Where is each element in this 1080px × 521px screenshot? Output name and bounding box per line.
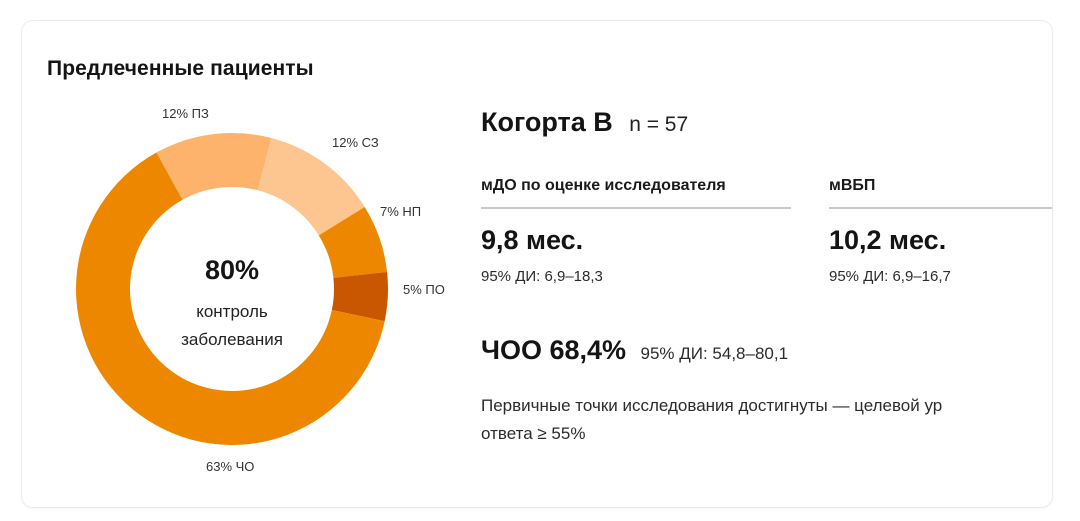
divider <box>481 207 791 209</box>
donut-segment-ЧО <box>76 152 385 445</box>
donut-segment-ПО <box>331 271 388 322</box>
metric-ci: 95% ДИ: 6,9–18,3 <box>481 268 603 285</box>
metric-value: 10,2 мес. <box>829 225 947 255</box>
orr-summary: ЧОО 68,4% 95% ДИ: 54,8–80,1 <box>481 335 788 366</box>
metric-label: мДО по оценке исследователя <box>481 177 726 194</box>
endpoint-note: Первичные точки исследования достигнуты … <box>481 392 1052 448</box>
card-title: Предлеченные пациенты <box>47 57 314 80</box>
cohort-heading: Когорта B n = 57 <box>481 107 688 138</box>
orr-ci: 95% ДИ: 54,8–80,1 <box>640 344 789 363</box>
metric-mpfs: мВБП 10,2 мес. 95% ДИ: 6,9–16,7 <box>829 177 1052 285</box>
caption-line-2: заболевания <box>181 330 283 349</box>
metric-ci: 95% ДИ: 6,9–16,7 <box>829 268 951 285</box>
donut-segment-НП <box>318 206 388 278</box>
segment-label-cho: 63% ЧО <box>206 459 255 474</box>
segment-label-sz: 12% СЗ <box>332 135 379 150</box>
metric-mdo: мДО по оценке исследователя 9,8 мес. 95%… <box>481 177 791 285</box>
donut-segment-СЗ <box>257 138 365 236</box>
segment-label-np: 7% НП <box>380 204 422 219</box>
disease-control-caption: контроль заболевания <box>142 298 322 354</box>
metric-label: мВБП <box>829 177 876 194</box>
donut-segment-ПЗ <box>156 133 272 200</box>
results-panel: Когорта B n = 57 мДО по оценке исследова… <box>481 21 1052 507</box>
segment-label-po: 5% ПО <box>403 282 445 297</box>
donut-chart-svg <box>76 133 388 445</box>
cohort-name: Когорта B <box>481 107 613 137</box>
orr-value: ЧОО 68,4% <box>481 335 627 365</box>
caption-line-1: контроль <box>196 302 268 321</box>
metric-value: 9,8 мес. <box>481 225 584 255</box>
segment-label-pz: 12% ПЗ <box>162 106 209 121</box>
note-line-1: Первичные точки исследования достигнуты … <box>481 396 943 415</box>
cohort-size: n = 57 <box>629 113 689 136</box>
pretreated-patients-card: Предлеченные пациенты 12% ПЗ 12% СЗ 7% Н… <box>21 20 1053 508</box>
disease-control-value: 80% <box>204 255 260 285</box>
divider <box>829 207 1052 209</box>
note-line-2: ответа ≥ 55% <box>481 424 586 443</box>
donut-chart: 12% ПЗ 12% СЗ 7% НП 5% ПО 63% ЧО 80% кон… <box>22 21 482 507</box>
